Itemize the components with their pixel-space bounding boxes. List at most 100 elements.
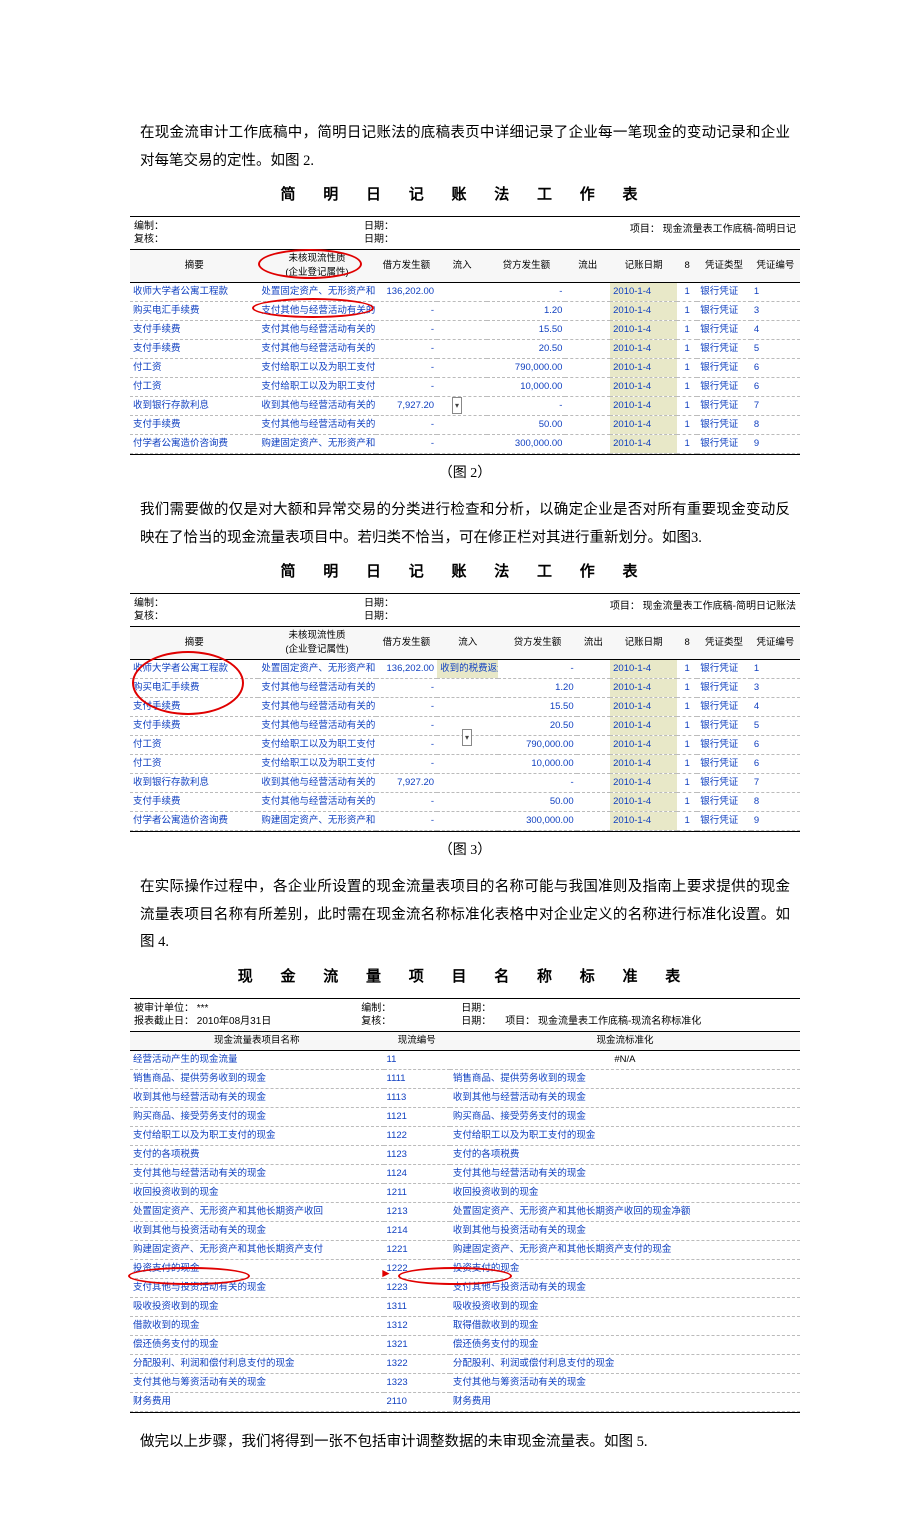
table-row[interactable]: 付学者公寓造价咨询费购建固定资产、无形资产和-300,000.002010-1-… [130, 434, 800, 453]
table-row[interactable]: 购买电汇手续费支付其他与经营活动有关的-1.202010-1-41银行凭证3 [130, 301, 800, 320]
cell-outflow [565, 282, 610, 301]
std-row[interactable]: 购建固定资产、无形资产和其他长期资产支付1221购建固定资产、无形资产和其他长期… [130, 1240, 800, 1259]
std-row[interactable]: 财务费用2110财务费用 [130, 1392, 800, 1411]
cell-nature: 购建固定资产、无形资产和 [258, 434, 375, 453]
table-row[interactable]: 支付手续费支付其他与经营活动有关的-50.002010-1-41银行凭证8 [130, 415, 800, 434]
std-code: 1322 [384, 1354, 450, 1373]
std-standard: 支付给职工以及为职工支付的现金 [450, 1126, 800, 1145]
std-standard: 销售商品、提供劳务收到的现金 [450, 1069, 800, 1088]
table-row[interactable]: 收师大学者公寓工程款处置固定资产、无形资产和136,202.00收到的税费返还-… [130, 659, 800, 678]
std-row[interactable]: 支付的各项税费1123支付的各项税费 [130, 1145, 800, 1164]
cell-debit: - [376, 678, 437, 697]
cell-date: 2010-1-4 [610, 415, 677, 434]
cell-date: 2010-1-4 [610, 697, 677, 716]
figure-4-table: 被审计单位： *** 报表截止日： 2010年08月31日 编制： 复核： 日期… [130, 998, 800, 1413]
std-name: 经营活动产生的现金流量 [130, 1050, 384, 1069]
label-date2-3: 日期： [364, 610, 394, 623]
std-row[interactable]: 经营活动产生的现金流量11#N/A [130, 1050, 800, 1069]
table-row[interactable]: 支付手续费支付其他与经营活动有关的-50.002010-1-41银行凭证8 [130, 792, 800, 811]
cell-vtype: 银行凭证 [697, 659, 751, 678]
meta-mid-4: 日期： 日期： 项目： 现金流量表工作底稿-现流名称标准化 [461, 1002, 701, 1028]
dropdown-icon[interactable]: ▾ [452, 397, 462, 414]
cell-outflow [565, 415, 610, 434]
cell-inflow [437, 377, 487, 396]
std-standard: 支付其他与投资活动有关的现金 [450, 1278, 800, 1297]
table-row[interactable]: 付工资支付给职工以及为职工支付-10,000.002010-1-41银行凭证6 [130, 754, 800, 773]
meta-left-3: 编制： 复核： [134, 597, 164, 623]
std-row[interactable]: 投资支付的现金1222投资支付的现金 [130, 1259, 800, 1278]
table-row[interactable]: 收到银行存款利息收到其他与经营活动有关的7,927.20-2010-1-41银行… [130, 396, 800, 415]
std-row[interactable]: 支付其他与经营活动有关的现金1124支付其他与经营活动有关的现金 [130, 1164, 800, 1183]
cell-nature: 收到其他与经营活动有关的 [258, 396, 375, 415]
cell-nature: 购建固定资产、无形资产和 [258, 811, 375, 830]
cell-inflow [437, 697, 498, 716]
table-title-4: 现 金 流 量 项 目 名 称 标 准 表 [140, 963, 790, 992]
table-row[interactable]: 支付手续费支付其他与经营活动有关的-15.502010-1-41银行凭证4 [130, 320, 800, 339]
table-row[interactable]: 支付手续费支付其他与经营活动有关的-15.502010-1-41银行凭证4 [130, 697, 800, 716]
label-review-3: 复核： [134, 610, 164, 623]
cell-nature: 支付其他与经营活动有关的 [258, 301, 375, 320]
cell-n: 1 [677, 792, 697, 811]
table-row[interactable]: 收师大学者公寓工程款处置固定资产、无形资产和136,202.00-2010-1-… [130, 282, 800, 301]
table-row[interactable]: 付工资支付给职工以及为职工支付-10,000.002010-1-41银行凭证6 [130, 377, 800, 396]
std-standard: 吸收投资收到的现金 [450, 1297, 800, 1316]
std-code: 1321 [384, 1335, 450, 1354]
std-row[interactable]: 销售商品、提供劳务收到的现金1111销售商品、提供劳务收到的现金 [130, 1069, 800, 1088]
std-row[interactable]: 吸收投资收到的现金1311吸收投资收到的现金 [130, 1297, 800, 1316]
table-row[interactable]: 支付手续费支付其他与经营活动有关的-20.502010-1-41银行凭证5 [130, 339, 800, 358]
cell-vno: 8 [751, 415, 800, 434]
std-name: 处置固定资产、无形资产和其他长期资产收回 [130, 1202, 384, 1221]
cell-vtype: 银行凭证 [697, 339, 751, 358]
cell-credit: 50.00 [498, 792, 576, 811]
cell-nature: 支付给职工以及为职工支付 [258, 754, 375, 773]
col4-c2: 现金流标准化 [450, 1031, 800, 1050]
col-c2: 借方发生额 [376, 626, 437, 659]
std-row[interactable]: 支付给职工以及为职工支付的现金1122支付给职工以及为职工支付的现金 [130, 1126, 800, 1145]
cell-outflow [565, 377, 610, 396]
cell-vno: 1 [751, 282, 800, 301]
cell-summary: 支付手续费 [130, 792, 258, 811]
cell-debit: 7,927.20 [376, 773, 437, 792]
table-row[interactable]: 付学者公寓造价咨询费购建固定资产、无形资产和-300,000.002010-1-… [130, 811, 800, 830]
cell-credit: 790,000.00 [498, 735, 576, 754]
cell-outflow [577, 678, 611, 697]
std-row[interactable]: 支付其他与投资活动有关的现金1223支付其他与投资活动有关的现金 [130, 1278, 800, 1297]
cell-inflow [437, 773, 498, 792]
std-row[interactable]: 分配股利、利润和偿付利息支付的现金1322分配股利、利润或偿付利息支付的现金 [130, 1354, 800, 1373]
std-row[interactable]: 购买商品、接受劳务支付的现金1121购买商品、接受劳务支付的现金 [130, 1107, 800, 1126]
cell-vno: 8 [751, 792, 800, 811]
cell-vno: 6 [751, 358, 800, 377]
std-row[interactable]: 借款收到的现金1312取得借款收到的现金 [130, 1316, 800, 1335]
table-row[interactable]: 购买电汇手续费支付其他与经营活动有关的-1.202010-1-41银行凭证3 [130, 678, 800, 697]
std-row[interactable]: 支付其他与筹资活动有关的现金1323支付其他与筹资活动有关的现金 [130, 1373, 800, 1392]
cell-vno: 9 [751, 434, 800, 453]
cell-date: 2010-1-4 [610, 339, 677, 358]
std-code: 1113 [384, 1088, 450, 1107]
col-c6: 记账日期 [610, 249, 677, 282]
std-row[interactable]: 收回投资收到的现金1211收回投资收到的现金 [130, 1183, 800, 1202]
std-standard: 处置固定资产、无形资产和其他长期资产收回的现金净额 [450, 1202, 800, 1221]
cell-credit: 790,000.00 [487, 358, 565, 377]
cell-outflow [577, 811, 611, 830]
cell-credit: - [487, 396, 565, 415]
table-row[interactable]: 付工资支付给职工以及为职工支付-790,000.002010-1-41银行凭证6 [130, 358, 800, 377]
std-row[interactable]: 偿还债务支付的现金1321偿还债务支付的现金 [130, 1335, 800, 1354]
cell-credit: - [487, 282, 565, 301]
cell-credit: - [498, 773, 576, 792]
std-standard: 投资支付的现金 [450, 1259, 800, 1278]
dropdown-icon-3[interactable]: ▾ [462, 729, 472, 746]
cell-credit: 300,000.00 [487, 434, 565, 453]
std-row[interactable]: 收到其他与经营活动有关的现金1113收到其他与经营活动有关的现金 [130, 1088, 800, 1107]
std-row[interactable]: 收到其他与投资活动有关的现金1214收到其他与投资活动有关的现金 [130, 1221, 800, 1240]
table-row[interactable]: 收到银行存款利息收到其他与经营活动有关的7,927.20-2010-1-41银行… [130, 773, 800, 792]
cell-vtype: 银行凭证 [697, 301, 751, 320]
label-date1-4: 日期： [461, 1002, 701, 1015]
cell-n: 1 [677, 754, 697, 773]
cell-debit: 136,202.00 [376, 282, 437, 301]
std-code: 1221 [384, 1240, 450, 1259]
cell-debit: - [376, 716, 437, 735]
cell-date: 2010-1-4 [610, 811, 677, 830]
cell-nature: 支付其他与经营活动有关的 [258, 716, 375, 735]
std-row[interactable]: 处置固定资产、无形资产和其他长期资产收回1213处置固定资产、无形资产和其他长期… [130, 1202, 800, 1221]
cell-inflow [437, 358, 487, 377]
